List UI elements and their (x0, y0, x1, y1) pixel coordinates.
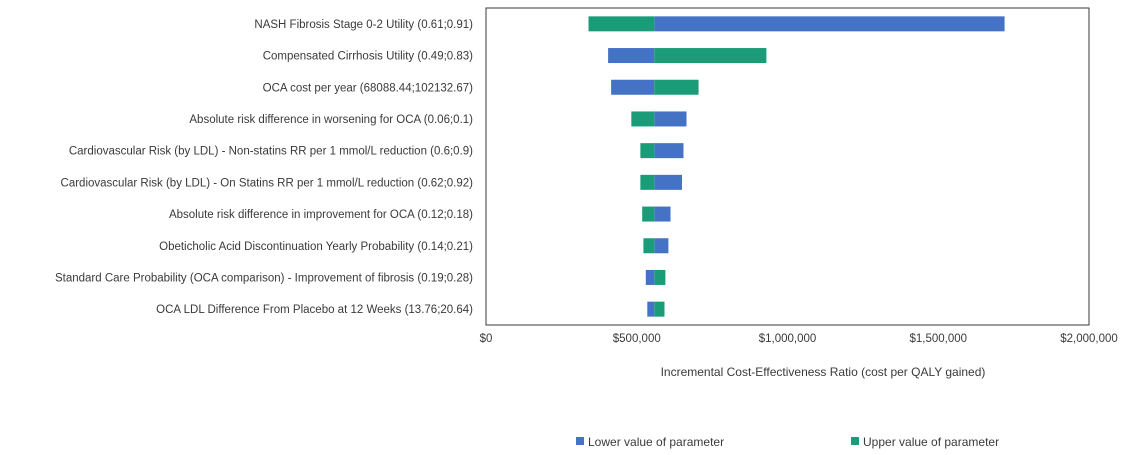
bar-upper-2 (654, 48, 767, 64)
bar-lower-7 (654, 206, 671, 222)
bar-upper-3 (654, 79, 699, 95)
legend-swatch-upper (851, 437, 859, 445)
bar-lower-10 (647, 301, 655, 317)
category-label-8: Obeticholic Acid Discontinuation Yearly … (159, 241, 473, 253)
bar-lower-2 (608, 48, 655, 64)
bar-upper-5 (640, 143, 655, 159)
x-tick-label-1: $0 (480, 333, 493, 345)
category-label-1: NASH Fibrosis Stage 0-2 Utility (0.61;0.… (254, 19, 473, 31)
category-label-10: OCA LDL Difference From Placebo at 12 We… (156, 304, 473, 316)
bar-upper-4 (631, 111, 655, 127)
bar-upper-10 (654, 301, 665, 317)
category-label-4: Absolute risk difference in worsening fo… (189, 114, 473, 126)
legend-label-lower: Lower value of parameter (588, 435, 724, 449)
x-tick-label-4: $1,500,000 (909, 333, 967, 345)
bar-lower-1 (654, 16, 1005, 32)
legend: Lower value of parameter Upper value of … (576, 435, 999, 449)
x-tick-label-5: $2,000,000 (1060, 333, 1118, 345)
x-tick-label-3: $1,000,000 (759, 333, 817, 345)
x-tick-label-2: $500,000 (613, 333, 661, 345)
legend-label-upper: Upper value of parameter (863, 435, 999, 449)
bar-lower-9 (645, 269, 655, 285)
category-label-9: Standard Care Probability (OCA compariso… (55, 272, 473, 284)
x-axis-title: Incremental Cost-Effectiveness Ratio (co… (661, 365, 986, 379)
category-label-7: Absolute risk difference in improvement … (169, 209, 473, 221)
bars-group (588, 16, 1005, 317)
bar-upper-6 (640, 174, 655, 190)
category-label-3: OCA cost per year (68088.44;102132.67) (263, 82, 474, 94)
category-labels: NASH Fibrosis Stage 0-2 Utility (0.61;0.… (55, 19, 473, 316)
bar-upper-8 (643, 238, 655, 254)
legend-swatch-lower (576, 437, 584, 445)
bar-lower-8 (654, 238, 669, 254)
category-label-2: Compensated Cirrhosis Utility (0.49;0.83… (263, 51, 473, 63)
bar-lower-3 (611, 79, 655, 95)
category-label-5: Cardiovascular Risk (by LDL) - Non-stati… (69, 146, 473, 158)
bar-lower-4 (654, 111, 687, 127)
category-label-6: Cardiovascular Risk (by LDL) - On Statin… (61, 177, 474, 189)
bar-upper-1 (588, 16, 655, 32)
bar-upper-9 (654, 269, 666, 285)
x-tick-labels: $0 $500,000 $1,000,000 $1,500,000 $2,000,000 (480, 333, 1118, 345)
bar-lower-5 (654, 143, 684, 159)
plot-area-border (485, 7, 1090, 326)
bar-upper-7 (642, 206, 655, 222)
bar-lower-6 (654, 174, 682, 190)
